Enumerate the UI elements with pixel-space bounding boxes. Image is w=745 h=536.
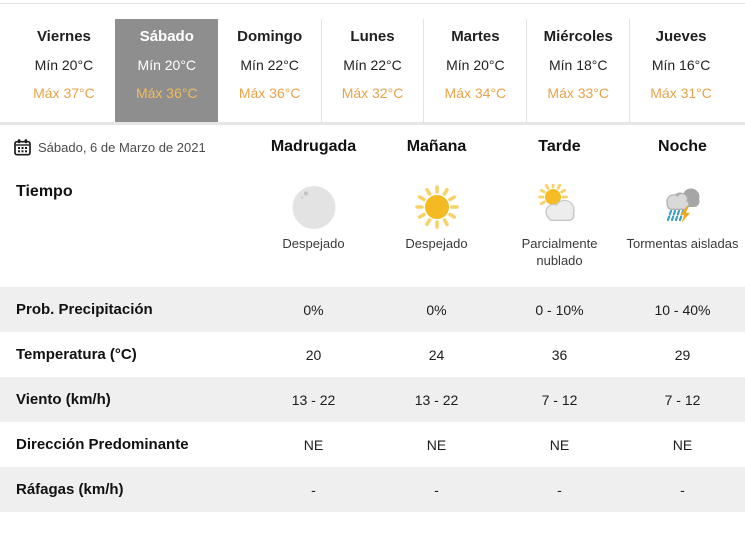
sun-behind-cloud-icon — [537, 184, 575, 221]
column-header-noche: Noche — [658, 138, 707, 155]
cell-value: NE — [672, 436, 693, 453]
cell-value: NE — [549, 436, 570, 453]
row-label: Temperatura (°C) — [16, 346, 137, 363]
day-max-temp: Máx 32°C — [341, 85, 404, 101]
row-label: Viento (km/h) — [16, 391, 111, 408]
selected-date: Sábado, 6 de Marzo de 2021 — [0, 138, 252, 156]
table-row-viento: Viento (km/h) 13 - 22 13 - 22 7 - 12 7 -… — [0, 377, 745, 422]
day-min-temp: Mín 20°C — [34, 57, 94, 73]
column-header-manana: Mañana — [406, 138, 467, 155]
row-label: Prob. Precipitación — [16, 301, 153, 318]
table-row-temperatura: Temperatura (°C) 20 24 36 29 — [0, 332, 745, 377]
weather-caption: Despejado — [282, 236, 345, 251]
day-name: Miércoles — [543, 28, 613, 45]
day-name: Martes — [451, 28, 500, 45]
day-max-temp: Máx 33°C — [547, 85, 610, 101]
cell-value: 24 — [428, 346, 445, 363]
day-name: Sábado — [139, 28, 194, 45]
day-max-temp: Máx 31°C — [650, 85, 712, 101]
day-name: Jueves — [655, 28, 707, 45]
cell-value: 7 - 12 — [664, 391, 701, 408]
day-tab-sabado[interactable]: Sábado Mín 20°C Máx 36°C — [114, 19, 218, 122]
day-tab-domingo[interactable]: Domingo Mín 22°C Máx 36°C — [218, 19, 321, 122]
cell-value: 0 - 10% — [535, 301, 584, 318]
storm-cloud-icon — [665, 188, 699, 223]
cell-value: 7 - 12 — [541, 391, 578, 408]
cell-value: 29 — [674, 346, 691, 363]
table-header: Sábado, 6 de Marzo de 2021 Madrugada Mañ… — [0, 125, 745, 169]
cell-value: - — [311, 481, 316, 498]
cell-value: 0% — [303, 301, 324, 318]
cell-value: - — [434, 481, 439, 498]
day-min-temp: Mín 16°C — [651, 57, 711, 73]
day-max-temp: Máx 36°C — [135, 85, 198, 101]
weather-caption: Tormentas aisladas — [626, 236, 739, 251]
row-label: Dirección Predominante — [16, 436, 189, 453]
cell-value: 10 - 40% — [654, 301, 711, 318]
day-name: Domingo — [237, 28, 303, 45]
day-max-temp: Máx 36°C — [238, 85, 301, 101]
day-name: Lunes — [350, 28, 395, 45]
day-max-temp: Máx 34°C — [444, 85, 507, 101]
date-label: Sábado, 6 de Marzo de 2021 — [38, 139, 206, 155]
day-tab-miercoles[interactable]: Miércoles Mín 18°C Máx 33°C — [526, 19, 629, 122]
table-row-direccion: Dirección Predominante NE NE NE NE — [0, 422, 745, 467]
day-tab-jueves[interactable]: Jueves Mín 16°C Máx 31°C — [629, 19, 732, 122]
cell-value: NE — [303, 436, 324, 453]
day-max-temp: Máx 37°C — [33, 85, 95, 101]
day-min-temp: Mín 18°C — [548, 57, 608, 73]
day-tabs: Viernes Mín 20°C Máx 37°C Sábado Mín 20°… — [0, 19, 745, 122]
weather-cell-madrugada: Despejado — [252, 169, 375, 287]
cell-value: 36 — [551, 346, 568, 363]
column-header-tarde: Tarde — [538, 138, 581, 155]
table-row-precipitacion: Prob. Precipitación 0% 0% 0 - 10% 10 - 4… — [0, 287, 745, 332]
day-tab-martes[interactable]: Martes Mín 20°C Máx 34°C — [423, 19, 526, 122]
cell-value: - — [680, 481, 685, 498]
weather-cell-manana: Despejado — [375, 169, 498, 287]
table-row-rafagas: Ráfagas (km/h) - - - - — [0, 467, 745, 512]
calendar-icon — [14, 138, 31, 156]
day-name: Viernes — [36, 28, 91, 45]
tiempo-row: Tiempo Despejado Despejado — [0, 169, 745, 287]
day-min-temp: Mín 20°C — [137, 57, 197, 73]
day-min-temp: Mín 22°C — [343, 57, 402, 73]
widget-top-border — [0, 3, 745, 4]
row-label-tiempo: Tiempo — [16, 183, 73, 200]
day-min-temp: Mín 22°C — [240, 57, 299, 73]
day-min-temp: Mín 20°C — [446, 57, 505, 73]
weather-cell-tarde: Parcialmente nublado — [498, 169, 621, 287]
cell-value: 0% — [426, 301, 447, 318]
tabs-bottom-border — [0, 122, 745, 125]
day-tab-viernes[interactable]: Viernes Mín 20°C Máx 37°C — [13, 19, 115, 122]
cell-value: 13 - 22 — [414, 391, 459, 408]
weather-caption: Parcialmente nublado — [521, 236, 598, 268]
column-header-madrugada: Madrugada — [270, 138, 357, 155]
cell-value: 13 - 22 — [291, 391, 336, 408]
weather-caption: Despejado — [405, 236, 468, 251]
day-tab-lunes[interactable]: Lunes Mín 22°C Máx 32°C — [320, 19, 424, 122]
cell-value: 20 — [305, 346, 322, 363]
row-label: Ráfagas (km/h) — [16, 481, 124, 498]
cell-value: NE — [426, 436, 447, 453]
sun-icon — [414, 185, 459, 229]
cell-value: - — [557, 481, 562, 498]
moon-clear-icon — [292, 186, 335, 229]
weather-cell-noche: Tormentas aisladas — [621, 169, 744, 287]
